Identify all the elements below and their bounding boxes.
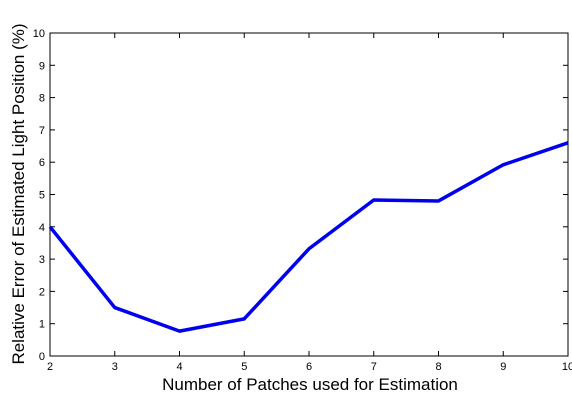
series-line (48, 141, 569, 333)
y-tick-label: 7 (39, 125, 45, 137)
plot-area (49, 32, 569, 357)
x-tick-label: 7 (371, 361, 377, 373)
y-tick-label: 10 (33, 28, 45, 40)
y-tick-label: 0 (39, 351, 45, 363)
y-tick-label: 8 (39, 93, 45, 105)
y-tick-label: 9 (39, 60, 45, 72)
x-tick-label: 6 (306, 361, 312, 373)
y-tick-label: 1 (39, 319, 45, 331)
y-tick-label: 4 (39, 222, 45, 234)
y-tick-label: 5 (39, 190, 45, 202)
x-tick-label: 2 (47, 361, 53, 373)
x-tick-label: 5 (241, 361, 247, 373)
y-tick-label: 2 (39, 286, 45, 298)
x-tick-label: 4 (176, 361, 182, 373)
series-layer (48, 141, 569, 333)
x-axis-ticks: 2 3 4 5 6 7 8 9 10 (47, 33, 572, 373)
x-tick-label: 10 (562, 361, 572, 373)
x-tick-label: 9 (500, 361, 506, 373)
x-tick-label: 8 (435, 361, 441, 373)
y-tick-label: 6 (39, 157, 45, 169)
y-axis-title: Relative Error of Estimated Light Positi… (9, 23, 28, 364)
x-axis-title: Number of Patches used for Estimation (162, 375, 458, 394)
y-tick-label: 3 (39, 254, 45, 266)
x-tick-label: 3 (112, 361, 118, 373)
y-axis-ticks: 0 1 2 3 4 5 6 7 8 9 10 (33, 28, 568, 363)
